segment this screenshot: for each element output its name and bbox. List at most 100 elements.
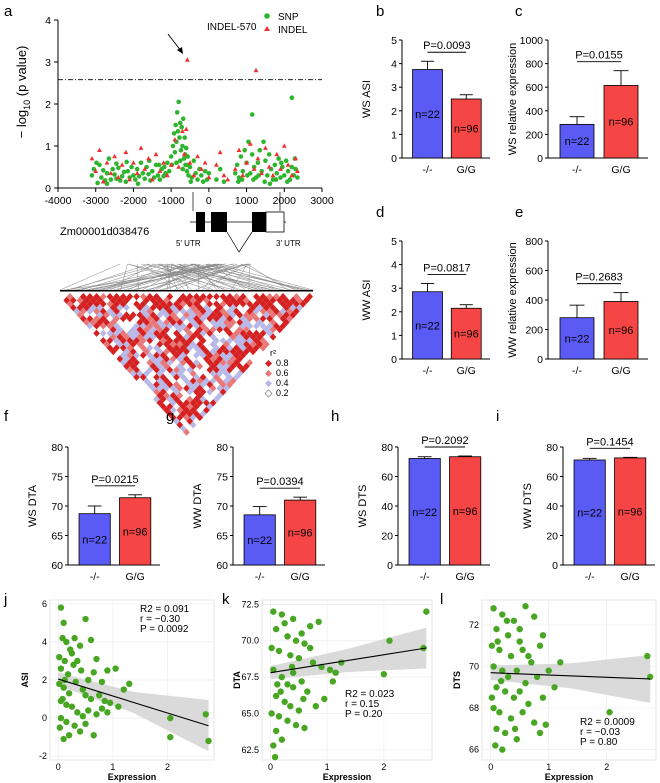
scatter-k-point: [321, 695, 328, 703]
indel-point: [100, 179, 106, 184]
indel-point: [157, 168, 163, 173]
snp-point: [249, 152, 255, 157]
scatter-j-stat: P = 0.0092: [140, 624, 189, 635]
ld-cell: [109, 318, 117, 326]
ld-cell: [169, 362, 177, 370]
snp-point: [114, 161, 119, 166]
ld-cell: [296, 296, 304, 304]
scatter-j-point: [90, 732, 97, 739]
ld-cell: [189, 362, 197, 370]
scatter-l-point: [522, 679, 529, 687]
scatter-l-point: [502, 729, 509, 737]
scatter-j-point: [60, 684, 67, 691]
ld-cell: [206, 322, 214, 330]
ld-cell: [223, 347, 230, 356]
ld-cell: [226, 293, 234, 301]
snp-point: [108, 177, 114, 182]
bar-c-ytick-label: 600: [525, 82, 543, 94]
bar-chart-h: 0 20 40 60 80 WS DTS n=22 -/- n=96 G/G P=0.2092: [357, 435, 490, 583]
ld-cell: [233, 307, 240, 315]
ld-cell: [133, 358, 140, 367]
indel-point: [236, 147, 242, 152]
ld-cell: [216, 377, 224, 385]
ld-cell: [89, 303, 97, 312]
scatter-k-point: [284, 633, 291, 640]
ld-connector-line: [179, 263, 271, 291]
scatter-k-ylabel: DTA: [232, 671, 242, 689]
ld-cell: [283, 311, 290, 319]
ld-cell: [193, 322, 200, 330]
bar-e-ytick-label: 200: [525, 325, 543, 337]
indel-point: [184, 57, 190, 62]
bar-b-ylabel: WS ASI: [361, 80, 373, 118]
ld-cell: [166, 395, 174, 403]
ld-cell: [213, 366, 220, 374]
ld-cell: [246, 351, 254, 359]
scatter-j-point: [82, 720, 89, 728]
ld-cell: [189, 347, 197, 356]
ld-cell: [236, 303, 244, 312]
ld-cell: [173, 380, 180, 389]
manhattan-xtick-label: 2000: [273, 195, 297, 207]
bar-d-ytick-label: 4: [391, 260, 397, 272]
indel-point: [93, 168, 99, 173]
ld-cell: [279, 314, 287, 323]
bar-g-sig-label: P=0.0394: [256, 476, 303, 488]
ld-cell: [219, 322, 227, 330]
ld-cell: [103, 333, 110, 341]
scatter-k-point: [272, 625, 280, 633]
ld-cell: [153, 351, 160, 359]
ld-cell: [146, 380, 154, 389]
scatter-k-point: [289, 684, 297, 691]
indel-point: [97, 147, 102, 152]
ld-cell: [199, 336, 207, 345]
bar-c-n-label: n=96: [609, 117, 634, 129]
ld-cell: [109, 340, 117, 348]
scatter-l-point: [490, 605, 497, 612]
ld-cell: [163, 391, 170, 400]
ld-cell: [219, 307, 227, 315]
ld-cell: [233, 322, 240, 330]
ld-cell: [206, 336, 214, 345]
scatter-j-point: [60, 735, 67, 743]
ld-cell: [196, 303, 204, 312]
ld-cell: [193, 351, 200, 359]
ld-cell: [173, 293, 180, 301]
panel-label-k: k: [222, 591, 230, 608]
snp-point: [186, 173, 191, 178]
ld-cell: [196, 318, 204, 326]
scatter-k-point: [287, 652, 294, 659]
ld-cell: [153, 322, 160, 330]
ld-cell: [163, 406, 170, 414]
ld-cell: [229, 369, 237, 378]
ld-cell: [226, 307, 234, 315]
indel-point: [123, 149, 129, 155]
scatter-j-point: [167, 714, 174, 722]
scatter-k-point: [270, 742, 277, 749]
indel-point: [127, 177, 133, 182]
bar-h-category: -/-: [420, 571, 430, 583]
ld-cell: [209, 303, 217, 312]
ld-cell: [139, 322, 147, 330]
snp-point: [278, 175, 283, 180]
snp-point: [242, 147, 247, 153]
scatter-l-point: [496, 709, 503, 716]
indel-point: [270, 172, 276, 178]
ld-cell: [256, 318, 264, 326]
ld-cell: [109, 303, 117, 312]
ld-cell: [253, 351, 260, 359]
ld-cell: [63, 296, 70, 304]
ld-cell: [229, 318, 237, 326]
ld-cell: [266, 307, 274, 315]
scatter-k-point: [306, 622, 314, 630]
ld-cell: [196, 325, 204, 334]
indel-point: [255, 156, 261, 161]
ld-cell: [253, 307, 260, 315]
manhattan-ylabel-suffix: (p value): [14, 46, 29, 100]
ld-cell: [66, 293, 74, 301]
ld-cell: [173, 351, 180, 359]
bar-i-ytick-label: 60: [546, 472, 558, 484]
bar-i-bar-wt: [614, 457, 647, 566]
scatter-j-point: [112, 665, 119, 672]
